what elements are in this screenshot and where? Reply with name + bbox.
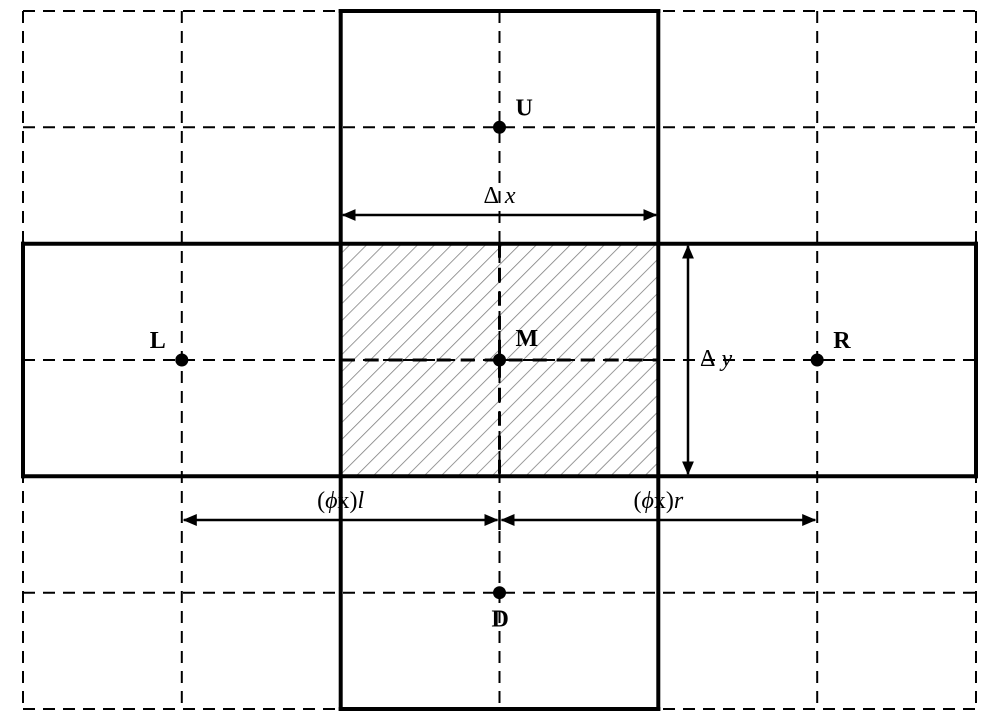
node-U <box>493 121 506 134</box>
node-R-label: R <box>833 328 851 354</box>
node-L-label: L <box>150 328 166 354</box>
dim-phi-l-label: (ϕx)l <box>317 488 364 514</box>
diagram-canvas: Δ x Δ y (ϕx)l (ϕx)r U L M R D <box>0 0 1000 719</box>
dim-delta-y-label: Δ y <box>700 346 732 372</box>
node-M-label: M <box>516 326 539 352</box>
node-D-label: D <box>492 607 509 633</box>
node-L <box>175 354 188 367</box>
node-U-label: U <box>516 95 533 121</box>
dim-phi-r-label: (ϕx)r <box>633 488 683 514</box>
node-D <box>493 586 506 599</box>
node-M <box>493 354 506 367</box>
dim-delta-x-label: Δ x <box>483 183 515 209</box>
node-R <box>811 354 824 367</box>
